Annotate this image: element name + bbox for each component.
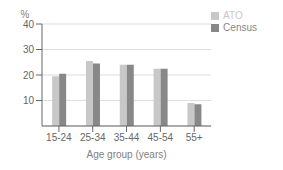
svg-text:45-54: 45-54 bbox=[148, 132, 174, 143]
svg-text:%: % bbox=[21, 9, 30, 20]
html-text:Census: Census bbox=[223, 22, 257, 33]
svg-text:15-24: 15-24 bbox=[46, 132, 72, 143]
svg-text:20: 20 bbox=[23, 70, 35, 81]
svg-text:55+: 55+ bbox=[186, 132, 203, 143]
svg-text:25-34: 25-34 bbox=[80, 132, 106, 143]
svg-text:30: 30 bbox=[23, 44, 35, 55]
html-text:ATO: ATO bbox=[223, 10, 243, 21]
svg-text:Age group (years): Age group (years) bbox=[87, 149, 167, 160]
svg-text:10: 10 bbox=[23, 95, 35, 106]
svg-text:35-44: 35-44 bbox=[114, 132, 140, 143]
svg-text:40: 40 bbox=[23, 19, 35, 30]
